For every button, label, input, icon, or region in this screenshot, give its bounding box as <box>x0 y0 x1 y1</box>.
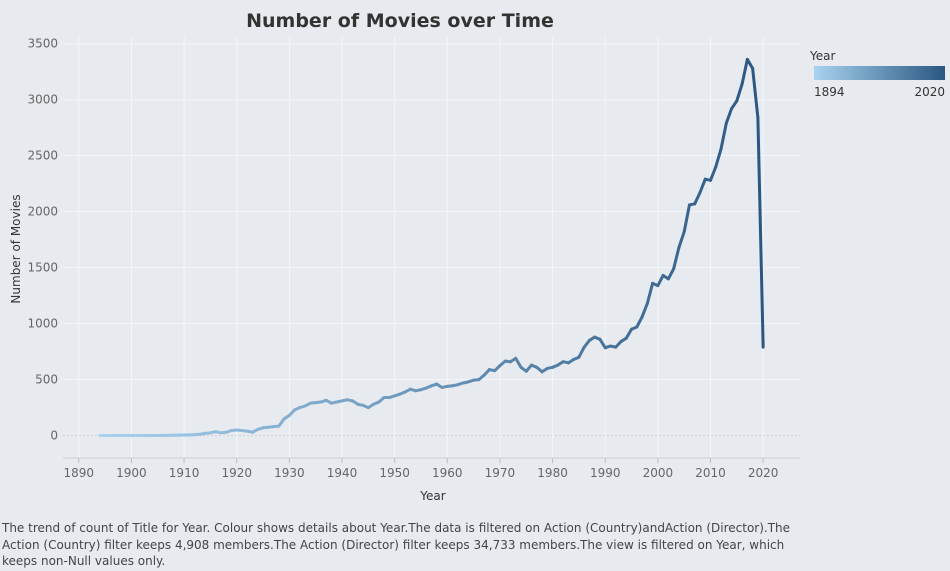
legend-gradient-bar <box>814 66 945 80</box>
chart-title: Number of Movies over Time <box>246 10 554 32</box>
series-line-segment <box>682 203 691 234</box>
x-tick-label: 1930 <box>274 466 305 480</box>
series-line-segment <box>666 267 676 281</box>
chart-caption: The trend of count of Title for Year. Co… <box>2 521 791 568</box>
x-axis-title: Year <box>419 489 445 503</box>
series-line-segment <box>514 356 523 369</box>
series-line-segment <box>672 246 681 271</box>
series-line-segment <box>719 121 728 151</box>
y-tick-label: 2500 <box>27 149 58 163</box>
series-line-segment <box>751 66 760 120</box>
legend-min-label: 1894 <box>814 85 845 99</box>
y-axis-title: Number of Movies <box>9 194 23 303</box>
legend-max-label: 2020 <box>914 85 945 99</box>
x-tick-label: 1940 <box>327 466 358 480</box>
x-tick-label: 1890 <box>64 466 95 480</box>
series-line-segment <box>624 327 634 340</box>
series-line-segment <box>714 147 723 169</box>
series-line-segment <box>730 99 739 111</box>
series-line-segment <box>598 337 607 350</box>
x-tick-label: 1990 <box>590 466 621 480</box>
series-line-segment <box>740 57 749 86</box>
x-tick-label: 1900 <box>116 466 147 480</box>
x-tick-label: 1970 <box>485 466 516 480</box>
series-line-segment <box>677 230 686 249</box>
x-tick-label: 1910 <box>169 466 200 480</box>
plot-area: 0 500 1000 1500 2000 2500 3000 3500 1890 1900 1910… <box>27 37 800 480</box>
series-line-segment <box>698 177 707 195</box>
series-line-segment <box>635 315 644 329</box>
series-line-segment <box>656 273 665 288</box>
series-line-segment <box>640 301 649 319</box>
series-line-segment <box>745 57 755 70</box>
x-tick-label: 2010 <box>695 466 726 480</box>
color-legend: Year 1894 2020 <box>809 49 945 99</box>
series-line-segment <box>709 165 718 182</box>
y-tick-label: 1500 <box>27 261 58 275</box>
y-tick-label: 500 <box>35 373 58 387</box>
x-tick-label: 2020 <box>748 466 779 480</box>
legend-title: Year <box>809 49 835 63</box>
y-tick-label: 1000 <box>27 317 58 331</box>
x-tick-label: 1920 <box>221 466 252 480</box>
x-tick-label: 1950 <box>379 466 410 480</box>
series-line-segment <box>645 281 655 305</box>
y-tick-label: 0 <box>50 429 58 443</box>
series-line-segment <box>756 116 765 349</box>
series-line-segment <box>693 191 702 206</box>
x-tick-label: 1960 <box>432 466 463 480</box>
series-line-segment <box>735 82 744 103</box>
x-tick-label: 1980 <box>537 466 568 480</box>
series-line-segment <box>724 107 734 125</box>
series-line-segment <box>577 345 586 359</box>
y-tick-label: 2000 <box>27 205 58 219</box>
y-tick-label: 3000 <box>27 93 58 107</box>
x-tick-label: 2000 <box>643 466 674 480</box>
y-tick-label: 3500 <box>27 37 58 51</box>
